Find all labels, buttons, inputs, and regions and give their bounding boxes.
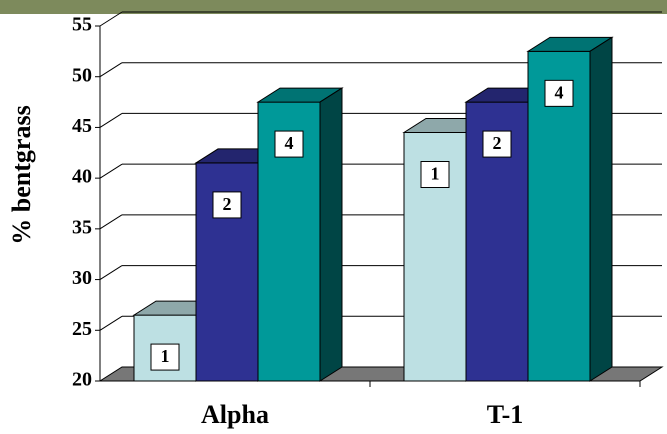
- grid-line: [99, 113, 123, 128]
- data-label: 1: [431, 164, 440, 184]
- grid-line: [99, 315, 123, 331]
- y-tick-label: 25: [72, 318, 92, 340]
- data-label: 2: [223, 194, 232, 214]
- data-label: 2: [493, 133, 502, 153]
- data-label-box: [544, 79, 574, 107]
- grid-line: [99, 11, 123, 27]
- bar-side: [589, 36, 613, 382]
- data-label-box: [482, 130, 512, 158]
- data-label: 1: [161, 346, 170, 366]
- x-tick-label: Alpha: [201, 400, 269, 429]
- y-tick-label: 20: [72, 369, 92, 391]
- y-tick-label: 35: [72, 216, 92, 238]
- bar-side: [319, 87, 343, 382]
- data-label: 4: [285, 133, 294, 153]
- y-tick-label: 40: [72, 166, 92, 188]
- data-label-box: [420, 161, 450, 188]
- data-label-box: [212, 191, 242, 219]
- y-tick-label: 30: [72, 267, 92, 289]
- data-label: 4: [555, 82, 564, 102]
- y-tick-label: 55: [72, 14, 92, 36]
- y-tick-label: 50: [72, 64, 92, 86]
- y-axis-label: % bentgrass: [7, 105, 36, 244]
- grid-line: [99, 62, 123, 78]
- x-tick-label: T-1: [487, 400, 524, 429]
- data-label-box: [150, 343, 180, 371]
- photo-strip: [0, 0, 667, 14]
- grid-line: [99, 163, 123, 179]
- data-label-box: [274, 130, 304, 158]
- grid-line: [99, 214, 123, 230]
- grid-line: [99, 265, 123, 280]
- y-tick-label: 45: [72, 115, 92, 137]
